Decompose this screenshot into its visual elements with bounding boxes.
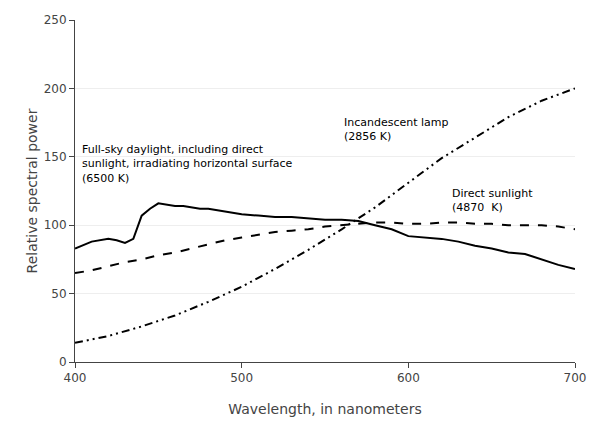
svg-text:600: 600 — [397, 371, 420, 385]
svg-text:Full-sky daylight, including d: Full-sky daylight, including directsunli… — [82, 143, 293, 185]
svg-text:Direct sunlight(4870 K): Direct sunlight(4870 K) — [452, 187, 533, 214]
svg-text:500: 500 — [230, 371, 253, 385]
svg-text:200: 200 — [44, 82, 67, 96]
svg-text:50: 50 — [51, 287, 66, 301]
svg-text:0: 0 — [59, 355, 67, 369]
svg-text:Incandescent lamp(2856 K): Incandescent lamp(2856 K) — [344, 116, 449, 143]
svg-text:250: 250 — [44, 13, 67, 27]
svg-text:150: 150 — [44, 150, 67, 164]
svg-text:Relative spectral power: Relative spectral power — [24, 108, 40, 273]
svg-text:400: 400 — [64, 371, 87, 385]
svg-text:100: 100 — [44, 218, 67, 232]
svg-text:Wavelength, in nanometers: Wavelength, in nanometers — [228, 401, 421, 417]
svg-text:700: 700 — [564, 371, 587, 385]
